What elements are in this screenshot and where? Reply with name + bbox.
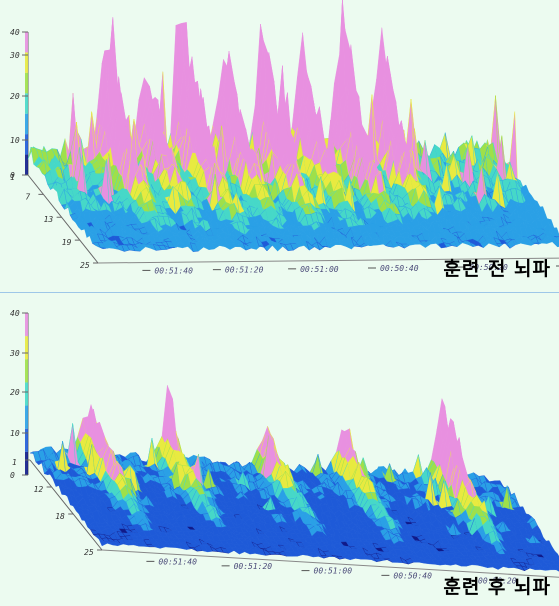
z-tick-label: 20	[10, 388, 20, 397]
time-axis: 00:51:40 00:51:20 00:51:00 00:50:40 00:50:20…	[101, 549, 559, 585]
surface-mesh	[29, 385, 559, 572]
time-tick-label: 00:51:20	[225, 266, 264, 275]
after-training-surface: 0 10 20 30 40 1 12 18 25 00:51:40 00:51:20 00:51:00…	[9, 309, 559, 585]
z-axis: 0 10 20 30 40	[9, 28, 29, 180]
z-tick-label: 40	[10, 309, 20, 318]
z-tick-label: 30	[9, 51, 20, 60]
time-tick-label: 00:50:40	[393, 571, 432, 580]
time-tick-label: 00:51:20	[234, 562, 273, 571]
row-tick-label: 19	[62, 238, 72, 247]
z-tick-label: 0	[10, 171, 15, 180]
z-tick-label: 0	[10, 471, 15, 480]
z-axis: 0 10 20 30 40	[9, 309, 29, 480]
surface-mesh	[27, 0, 559, 252]
after-training-caption: 훈련 후 뇌파	[443, 576, 551, 598]
time-tick-label: 00:50:20	[478, 576, 517, 585]
z-tick-label: 30	[9, 349, 20, 358]
before-training-caption: 훈련 전 뇌파	[443, 258, 551, 280]
row-tick-label: 18	[55, 512, 65, 521]
before-training-surface: 0 10 20 30 40 1 7 13 19 25 00:51:40 00:51:20 00:51:0…	[9, 0, 559, 275]
time-tick-label: 00:50:40	[380, 264, 419, 273]
time-tick-label: 00:51:00	[314, 567, 353, 576]
row-axis: 1 12 18 25	[12, 458, 103, 557]
row-tick-label: 25	[84, 548, 94, 557]
after-training-chart: 0 10 20 30 40 1 12 18 25 00:51:40 00:51:20 00:51:00…	[0, 293, 559, 606]
row-tick-label: 7	[25, 192, 30, 201]
row-tick-label: 25	[80, 261, 90, 270]
row-tick-label: 13	[44, 215, 54, 224]
row-tick-label: 12	[34, 485, 44, 494]
time-tick-label: 00:51:40	[154, 266, 193, 275]
z-tick-label: 20	[10, 92, 20, 101]
time-tick-label: 00:50:20	[469, 263, 508, 272]
time-tick-label: 00:51:40	[158, 557, 197, 566]
z-tick-label: 10	[10, 136, 20, 145]
row-tick-label: 1	[10, 173, 15, 182]
z-tick-label: 40	[10, 28, 20, 37]
z-tick-label: 10	[10, 429, 20, 438]
row-axis: 1 7 13 19 25	[10, 173, 99, 270]
row-tick-label: 1	[12, 458, 17, 467]
time-axis: 00:51:40 00:51:20 00:51:00 00:50:40 00:50:20…	[97, 257, 559, 275]
before-training-chart: 0 10 20 30 40 1 7 13 19 25 00:51:40 00:51:20 00:51:0…	[0, 0, 559, 292]
panel-divider	[0, 292, 559, 293]
time-tick-label: 00:51:00	[300, 265, 339, 274]
